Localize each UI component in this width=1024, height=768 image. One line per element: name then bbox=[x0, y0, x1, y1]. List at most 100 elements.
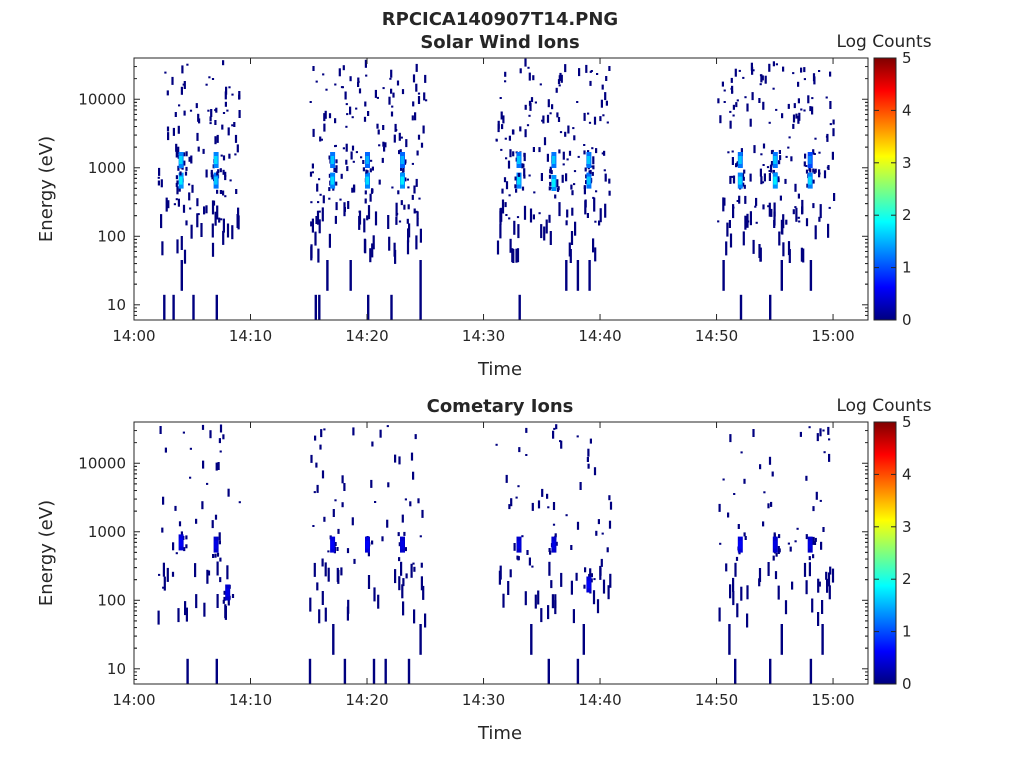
heatmap-cell bbox=[573, 135, 576, 141]
heatmap-cell bbox=[770, 161, 774, 165]
heatmap-cell bbox=[549, 169, 552, 174]
heatmap-cell bbox=[556, 179, 559, 188]
heatmap-cell bbox=[578, 68, 581, 77]
heatmap-cell bbox=[590, 578, 593, 583]
heatmap-cell bbox=[502, 115, 505, 124]
heatmap-cell bbox=[417, 92, 421, 95]
heatmap-cell bbox=[369, 193, 372, 202]
heatmap-cell bbox=[785, 219, 788, 225]
heatmap-cells bbox=[157, 58, 836, 320]
heatmap-cell bbox=[573, 170, 577, 173]
heatmap-cell bbox=[394, 249, 397, 264]
heatmap-cell bbox=[404, 498, 407, 501]
heatmap-cell bbox=[722, 197, 725, 212]
heatmap-cell bbox=[159, 426, 162, 434]
heatmap-cell bbox=[234, 153, 237, 156]
heatmap-cell bbox=[414, 434, 417, 440]
heatmap-cell bbox=[183, 152, 186, 157]
heatmap-cell bbox=[559, 131, 563, 134]
heatmap-cell bbox=[537, 590, 540, 605]
heatmap-cell bbox=[818, 70, 821, 72]
heatmap-cell bbox=[340, 173, 343, 179]
heatmap-cell bbox=[812, 203, 815, 209]
heatmap-peak bbox=[773, 156, 777, 164]
heatmap-cell bbox=[504, 80, 507, 83]
heatmap-cell bbox=[592, 238, 595, 253]
heatmap-cell bbox=[777, 176, 780, 181]
heatmap-peak bbox=[179, 156, 183, 164]
heatmap-cell bbox=[737, 524, 740, 529]
heatmap-cell bbox=[603, 169, 606, 172]
heatmap-cell bbox=[742, 176, 745, 181]
heatmap-cell bbox=[323, 113, 326, 122]
x-tick-label: 14:10 bbox=[229, 691, 272, 709]
heatmap-cell bbox=[560, 572, 563, 587]
heatmap-cell bbox=[321, 470, 325, 479]
heatmap-cell bbox=[318, 178, 321, 181]
heatmap-cell bbox=[509, 238, 512, 253]
heatmap-cell bbox=[372, 658, 376, 684]
heatmap-cell bbox=[570, 231, 574, 245]
heatmap-cell bbox=[419, 260, 422, 320]
heatmap-cell bbox=[218, 540, 221, 545]
x-tick-label: 14:00 bbox=[112, 691, 155, 709]
heatmap-cell bbox=[367, 575, 371, 589]
heatmap-cell bbox=[358, 88, 362, 94]
heatmap-cell bbox=[388, 236, 391, 251]
heatmap-cell bbox=[224, 195, 227, 198]
heatmap-cell bbox=[729, 434, 732, 443]
heatmap-cell bbox=[327, 567, 330, 582]
heatmap-cell bbox=[365, 169, 368, 174]
heatmap-cell bbox=[772, 61, 775, 67]
heatmap-cell bbox=[189, 109, 193, 112]
heatmap-cell bbox=[600, 99, 603, 108]
heatmap-cell bbox=[805, 475, 808, 481]
heatmap-cell bbox=[760, 176, 763, 185]
heatmap-cell bbox=[758, 98, 761, 103]
heatmap-cell bbox=[549, 112, 552, 115]
heatmap-cell bbox=[349, 260, 352, 291]
heatmap-cell bbox=[818, 151, 821, 154]
heatmap-cell bbox=[588, 121, 592, 124]
heatmap-cell bbox=[172, 127, 175, 136]
heatmap-cell bbox=[800, 108, 803, 111]
heatmap-cell bbox=[794, 183, 797, 192]
heatmap-cell bbox=[779, 155, 782, 161]
heatmap-cell bbox=[400, 200, 403, 206]
x-axis-label: Time bbox=[477, 723, 522, 744]
colorbar-ticks: 0 1 2 3 4 5 bbox=[874, 49, 912, 329]
heatmap-cell bbox=[606, 547, 609, 553]
heatmap-cell bbox=[827, 223, 830, 238]
heatmap-cell bbox=[175, 198, 178, 201]
heatmap-cell bbox=[416, 211, 419, 220]
heatmap-cell bbox=[744, 96, 747, 99]
heatmap-cell bbox=[734, 562, 737, 577]
x-tick-label: 14:30 bbox=[462, 691, 505, 709]
heatmap-cell bbox=[412, 562, 415, 565]
heatmap-cell bbox=[781, 220, 784, 235]
heatmap-cell bbox=[403, 204, 406, 210]
heatmap-cell bbox=[565, 173, 568, 182]
heatmap-cell bbox=[605, 76, 608, 81]
heatmap-cell bbox=[396, 80, 400, 86]
heatmap-cell bbox=[191, 184, 194, 193]
heatmap-cell bbox=[814, 168, 817, 173]
heatmap-cell bbox=[808, 562, 811, 577]
heatmap-cell bbox=[216, 552, 220, 557]
heatmap-cell bbox=[553, 427, 556, 430]
heatmap-cell bbox=[583, 150, 586, 155]
heatmap-cell bbox=[800, 67, 803, 73]
heatmap-cell bbox=[729, 175, 732, 184]
heatmap-cell bbox=[788, 136, 791, 139]
heatmap-cell bbox=[552, 502, 556, 510]
heatmap-cell bbox=[179, 171, 182, 176]
heatmap-cell bbox=[223, 596, 226, 601]
heatmap-cell bbox=[790, 156, 793, 162]
heatmap-cell bbox=[770, 501, 773, 507]
heatmap-cell bbox=[517, 485, 520, 488]
heatmap-cell bbox=[826, 578, 829, 593]
heatmap-cell bbox=[424, 613, 427, 628]
heatmap-cell bbox=[173, 203, 176, 206]
heatmap-cell bbox=[805, 169, 809, 174]
heatmap-cell bbox=[729, 233, 733, 248]
